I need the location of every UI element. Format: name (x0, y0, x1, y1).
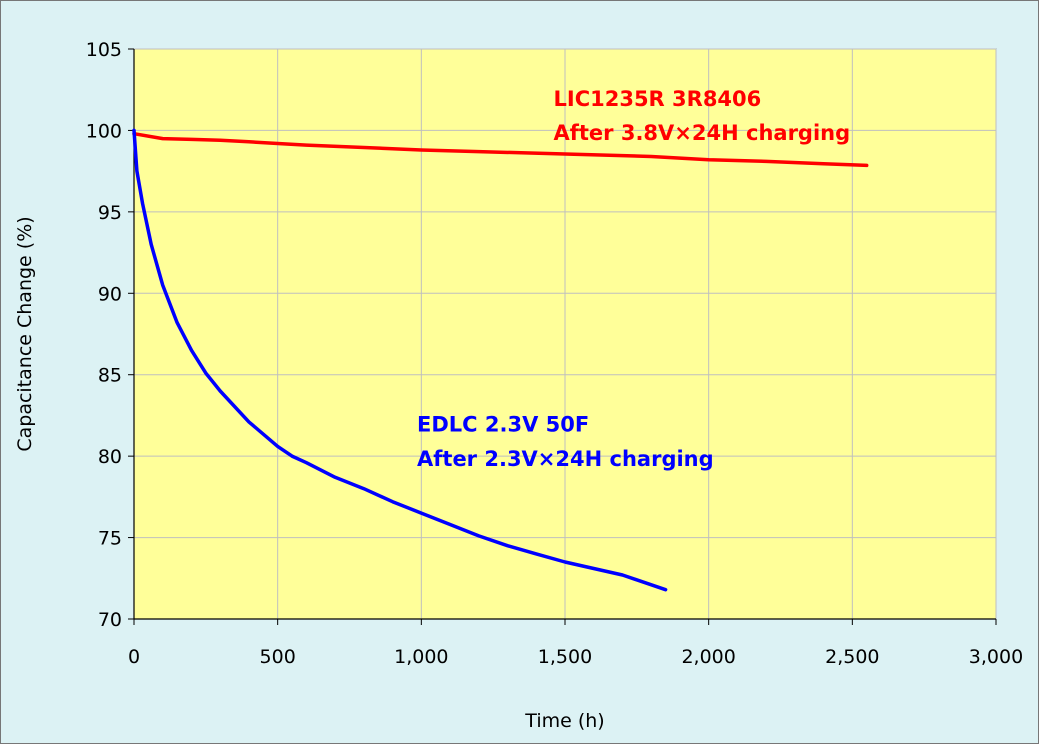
series-line-1 (132, 128, 668, 592)
x-tick-label: 3,000 (969, 646, 1023, 668)
y-tick-label: 95 (98, 202, 122, 224)
annotations: LIC1235R 3R8406 After 3.8V×24H charging ED… (417, 87, 850, 471)
x-tick-label: 2,500 (825, 646, 879, 668)
x-tick-label: 1,500 (538, 646, 592, 668)
series-group (132, 128, 869, 592)
annotation-1-line1: EDLC 2.3V 50F (417, 413, 589, 437)
y-tick-label: 105 (86, 39, 122, 61)
x-tick-label: 2,000 (681, 646, 735, 668)
y-tick-label: 70 (98, 609, 122, 631)
x-tick-label: 500 (260, 646, 296, 668)
y-tick-label: 85 (98, 365, 122, 387)
y-tick-label: 100 (86, 120, 122, 142)
annotation-1-line2: After 2.3V×24H charging (417, 447, 714, 471)
annotation-0-line2: After 3.8V×24H charging (554, 121, 851, 145)
series-line-0 (132, 131, 869, 168)
grid (134, 48, 997, 619)
x-tick-label: 0 (128, 646, 140, 668)
x-tick-label: 1,000 (394, 646, 448, 668)
annotation-0-line1: LIC1235R 3R8406 (554, 87, 762, 111)
y-axis-title: Capacitance Change (%) (14, 216, 36, 451)
x-axis-title: Time (h) (524, 710, 604, 732)
tick-labels: 70 75 80 85 90 95 100 105 0 500 1,000 1,500 2,000 2,5… (86, 39, 1023, 668)
y-tick-label: 90 (98, 283, 122, 305)
y-tick-label: 75 (98, 528, 122, 550)
y-tick-label: 80 (98, 446, 122, 468)
